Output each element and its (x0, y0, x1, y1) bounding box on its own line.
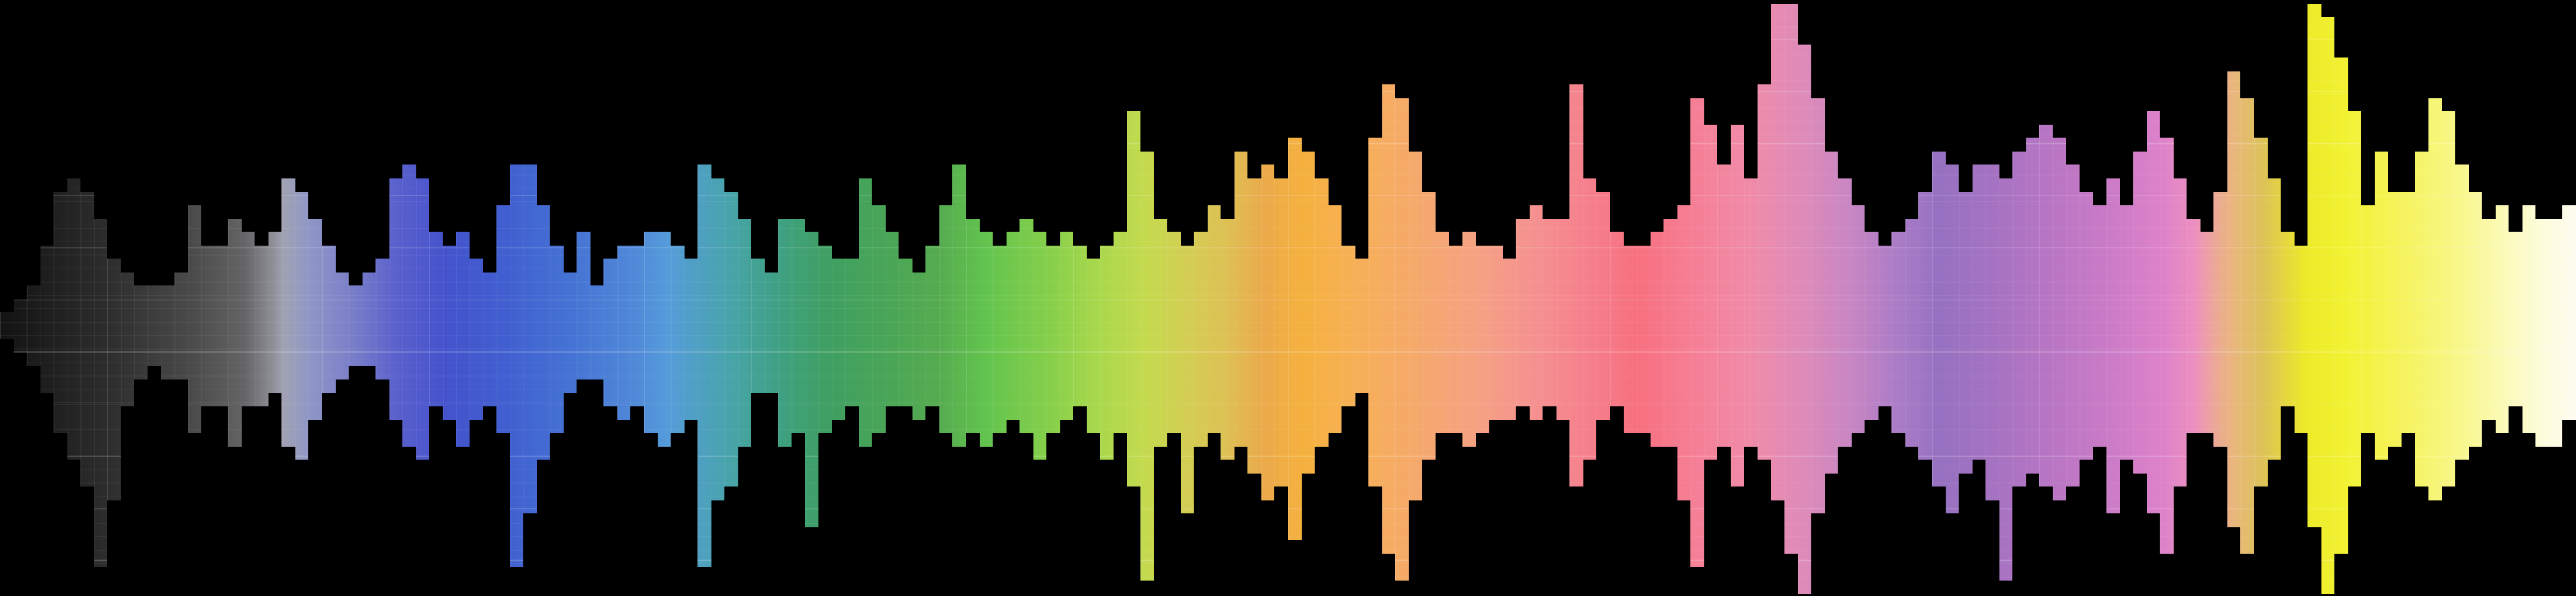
waveform-stage (0, 4, 2576, 594)
waveform-shape (0, 4, 2576, 594)
